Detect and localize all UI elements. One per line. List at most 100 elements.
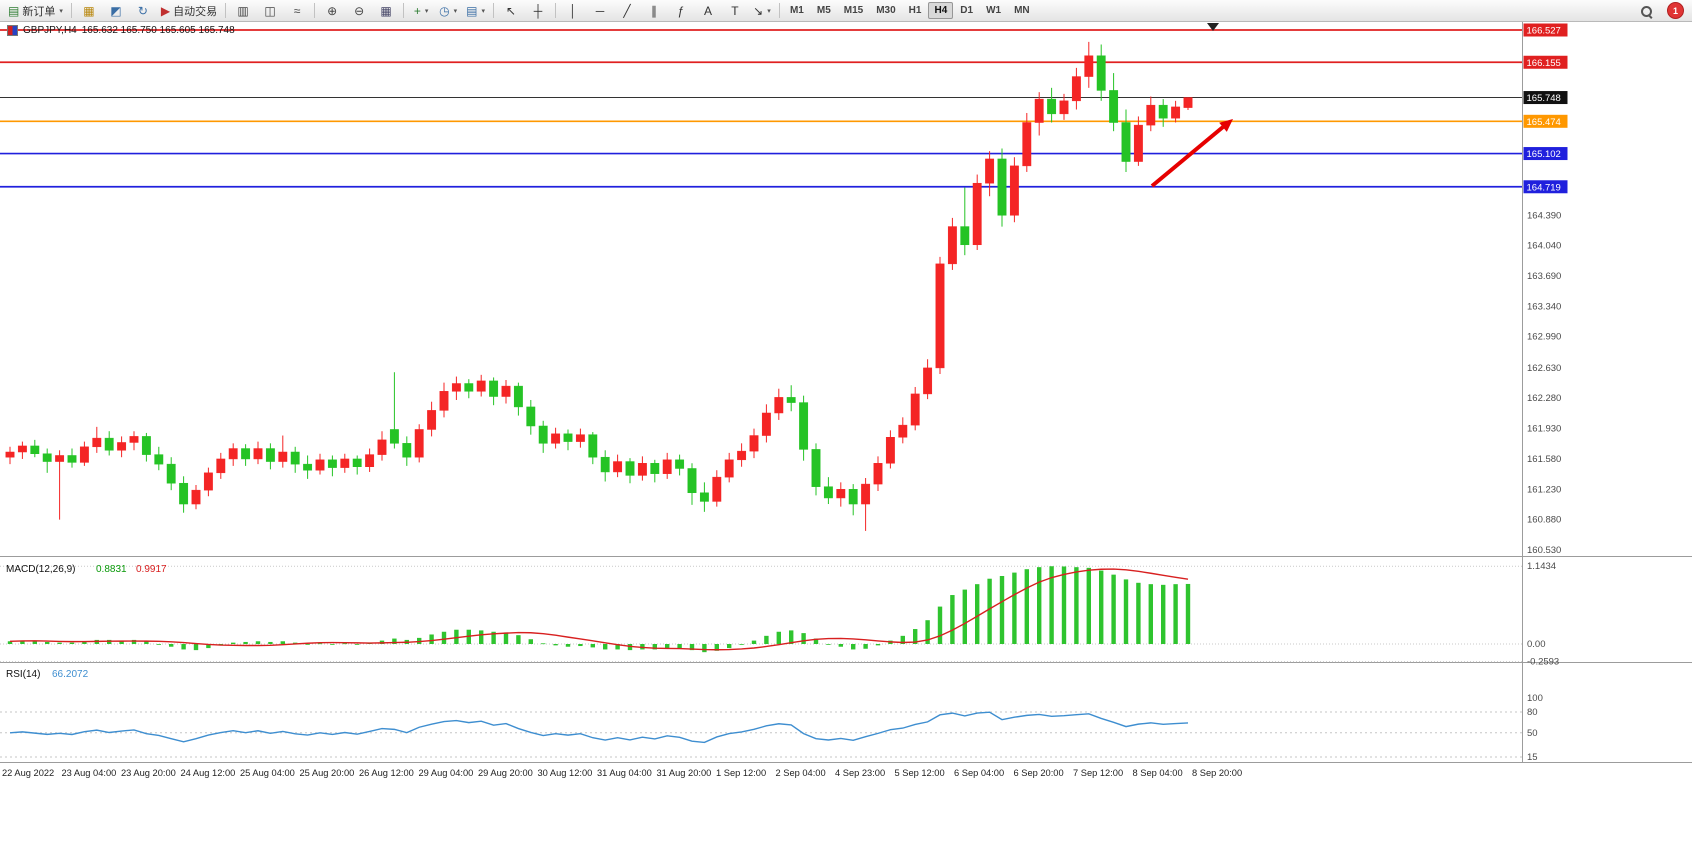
text-button[interactable]: A xyxy=(695,1,721,21)
svg-text:29 Aug 20:00: 29 Aug 20:00 xyxy=(478,768,533,778)
templates-icon: ▤ xyxy=(466,3,478,18)
dropdown-arrow-icon: ▾ xyxy=(453,7,458,15)
timeframe-button-h4[interactable]: H4 xyxy=(928,2,954,19)
svg-text:164.390: 164.390 xyxy=(1527,210,1561,221)
rsi-line xyxy=(9,711,1189,744)
svg-text:162.280: 162.280 xyxy=(1527,393,1561,404)
autotrade-icon: ▶ xyxy=(160,3,171,18)
trendline-icon: ╱ xyxy=(623,3,631,18)
line-chart-button[interactable]: ≈ xyxy=(284,1,310,21)
svg-text:31 Aug 20:00: 31 Aug 20:00 xyxy=(657,768,712,778)
svg-text:100: 100 xyxy=(1527,693,1543,704)
arrows-button[interactable]: ↘ ▾ xyxy=(749,1,775,21)
rsi-panel-title: RSI(14) 66.2072 xyxy=(6,669,89,680)
svg-text:160.530: 160.530 xyxy=(1527,545,1561,556)
price-badge-165.748: 165.748 xyxy=(1523,91,1568,105)
vertical-line-icon: │ xyxy=(569,3,577,18)
time-scale-area[interactable] xyxy=(0,763,1522,791)
svg-text:2 Sep 04:00: 2 Sep 04:00 xyxy=(776,768,826,778)
text-icon: A xyxy=(703,3,712,18)
price-scale-labels: 164.390 164.040 163.690 163.340 162.990 162.6… xyxy=(1527,210,1561,556)
label-icon: T xyxy=(731,3,739,18)
chart-shift-marker[interactable] xyxy=(1207,23,1219,31)
timeframe-toolbar: M1 M5 M15 M30 H1 H4 D1 W1 MN xyxy=(784,2,1036,19)
toolbar-right-group: 1 xyxy=(1633,1,1688,21)
zoom-out-button[interactable]: ⊖ xyxy=(346,1,372,21)
timeframe-button-m15[interactable]: M15 xyxy=(843,5,864,16)
refresh-button[interactable]: ↻ xyxy=(130,1,156,21)
templates-button[interactable]: ▤ ▾ xyxy=(462,1,489,21)
candlestick-chart-button[interactable]: ◫ xyxy=(257,1,283,21)
svg-text:163.340: 163.340 xyxy=(1527,301,1561,312)
zoom-in-button[interactable]: ⊕ xyxy=(319,1,345,21)
svg-text:6 Sep 04:00: 6 Sep 04:00 xyxy=(954,768,1004,778)
timeframe-button-mn[interactable]: MN xyxy=(1014,5,1030,16)
tile-windows-icon: ▦ xyxy=(380,3,392,18)
price-badge-165.102: 165.102 xyxy=(1523,147,1568,161)
new-order-button-label: 新订单 xyxy=(22,5,56,18)
svg-text:160.880: 160.880 xyxy=(1527,515,1561,526)
channel-button[interactable]: ∥ xyxy=(641,1,667,21)
svg-text:0.9917: 0.9917 xyxy=(136,564,167,575)
timeframe-button-m30[interactable]: M30 xyxy=(876,5,896,16)
candlesticks xyxy=(5,41,1193,531)
timeframe-button-d1[interactable]: D1 xyxy=(960,5,974,16)
notification-badge[interactable]: 1 xyxy=(1667,2,1684,19)
svg-text:164.040: 164.040 xyxy=(1527,241,1561,252)
svg-text:165.474: 165.474 xyxy=(1527,117,1561,128)
price-badge-166.155: 166.155 xyxy=(1523,55,1568,69)
macd-panel-title: MACD(12,26,9) 0.8831 0.9917 xyxy=(6,564,167,575)
toolbar-separator xyxy=(225,3,227,18)
search-button[interactable] xyxy=(1633,1,1659,21)
autotrade-button-label: 自动交易 xyxy=(173,5,218,18)
crosshair-icon: ┼ xyxy=(533,3,543,18)
svg-text:0.00: 0.00 xyxy=(1527,639,1546,650)
svg-text:162.990: 162.990 xyxy=(1527,332,1561,343)
periods-button[interactable]: ◷ ▾ xyxy=(435,1,461,21)
horizontal-line-icon: ─ xyxy=(595,3,605,18)
candlestick-chart-icon: ◫ xyxy=(264,3,276,18)
timeframe-button-h1[interactable]: H1 xyxy=(908,5,922,16)
indicators-button[interactable]: + ▾ xyxy=(408,1,434,21)
zoom-out-icon: ⊖ xyxy=(354,3,365,18)
navigator-button[interactable]: ◩ xyxy=(103,1,129,21)
toolbar-button-strip: ▤ 新订单 ▾ ▦ ◩ ↻ ▶ 自动交易 ▥ ◫ ≈ ⊕ ⊖ ▦ + ▾ ◷ ▾ ▤ ▾ ↖ ┼ │ ─ ╱ ∥ ƒ A T ↘ ▾ M1 M5… xyxy=(4,1,1036,21)
chart-window-icon xyxy=(7,25,18,36)
indicators-icon: + xyxy=(413,3,421,18)
timeframe-button-m1[interactable]: M1 xyxy=(789,5,804,16)
timeframe-button-w1[interactable]: W1 xyxy=(986,5,1002,16)
crosshair-button[interactable]: ┼ xyxy=(525,1,551,21)
toolbar-separator xyxy=(554,3,556,18)
horizontal-line-button[interactable]: ─ xyxy=(587,1,613,21)
fibonacci-icon: ƒ xyxy=(677,3,685,18)
search-icon xyxy=(1639,4,1653,18)
dropdown-arrow-icon: ▾ xyxy=(481,7,485,15)
svg-text:0.8831: 0.8831 xyxy=(96,564,127,575)
timeframe-button-m5[interactable]: M5 xyxy=(816,5,831,16)
fibonacci-button[interactable]: ƒ xyxy=(668,1,694,21)
cursor-button[interactable]: ↖ xyxy=(498,1,524,21)
new-order-button[interactable]: ▤ 新订单 ▾ xyxy=(4,1,67,21)
label-button[interactable]: T xyxy=(722,1,748,21)
svg-text:165.102: 165.102 xyxy=(1527,149,1561,160)
svg-text:161.230: 161.230 xyxy=(1527,484,1561,495)
bar-chart-button[interactable]: ▥ xyxy=(230,1,256,21)
trend-arrow-annotation[interactable] xyxy=(1150,119,1233,188)
line-chart-icon: ≈ xyxy=(293,3,301,18)
svg-text:165.748: 165.748 xyxy=(1527,93,1561,104)
periods-icon: ◷ xyxy=(439,3,450,18)
svg-text:15: 15 xyxy=(1527,752,1538,763)
svg-text:161.580: 161.580 xyxy=(1527,454,1561,465)
dropdown-arrow-icon: ▾ xyxy=(767,7,771,15)
trendline-button[interactable]: ╱ xyxy=(614,1,640,21)
market-watch-button[interactable]: ▦ xyxy=(76,1,102,21)
price-scale-area[interactable] xyxy=(1523,22,1692,762)
vertical-line-button[interactable]: │ xyxy=(560,1,586,21)
price-badge-164.719: 164.719 xyxy=(1523,180,1568,194)
tile-windows-button[interactable]: ▦ xyxy=(373,1,399,21)
svg-text:23 Aug 20:00: 23 Aug 20:00 xyxy=(121,768,176,778)
svg-text:166.155: 166.155 xyxy=(1527,58,1561,69)
autotrade-button[interactable]: ▶ 自动交易 xyxy=(157,1,221,21)
chart-plot-area[interactable] xyxy=(0,22,1522,556)
